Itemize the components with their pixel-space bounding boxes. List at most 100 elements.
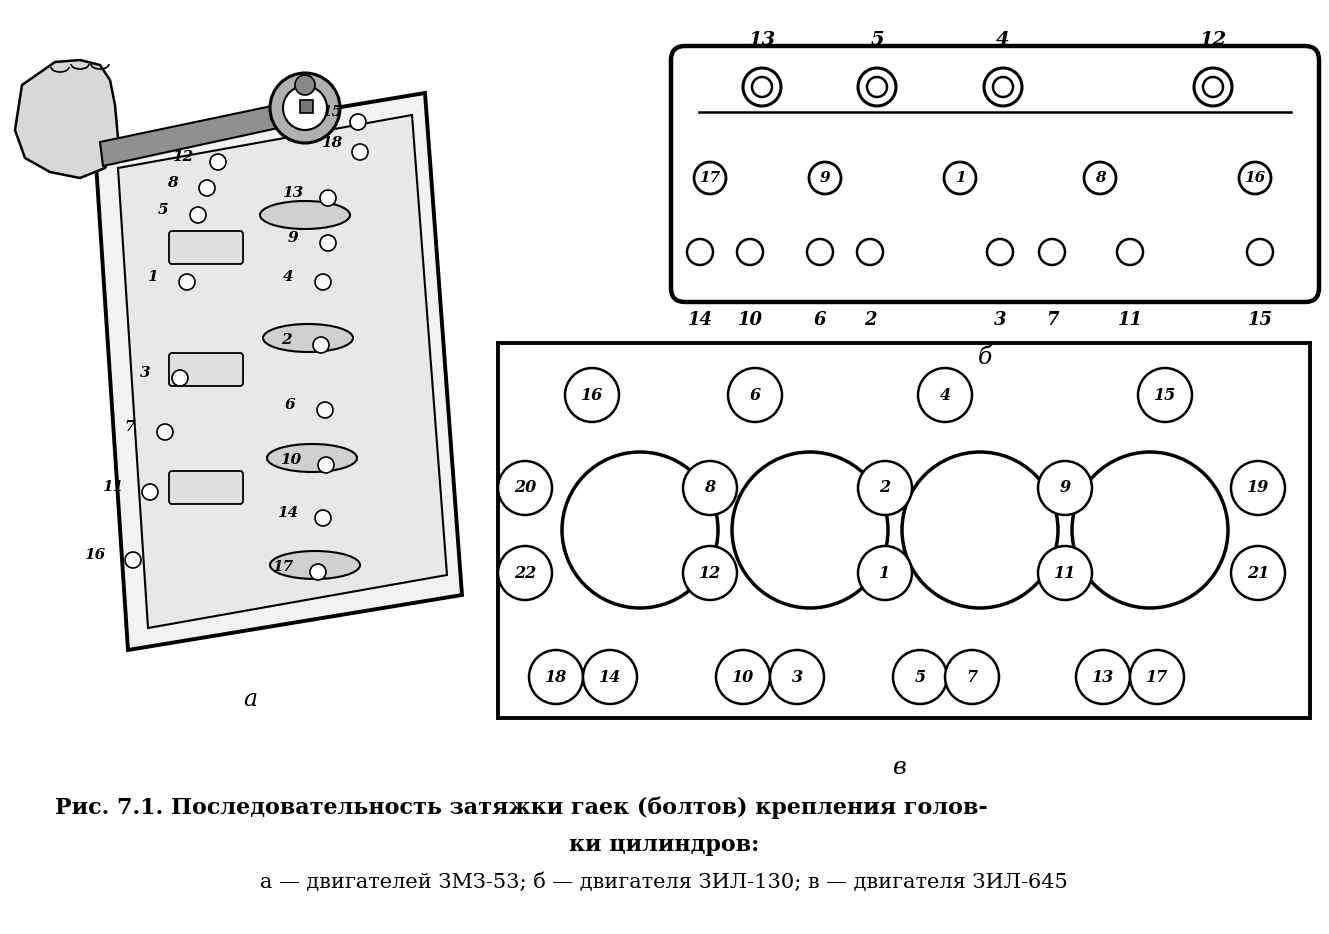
Polygon shape [94, 93, 462, 650]
Text: 6: 6 [813, 311, 827, 329]
Circle shape [1231, 546, 1285, 600]
Text: 9: 9 [287, 231, 298, 245]
Text: 10: 10 [280, 453, 302, 467]
Text: 5: 5 [158, 203, 169, 217]
Circle shape [743, 68, 781, 106]
Circle shape [918, 368, 971, 422]
Text: 9: 9 [820, 171, 831, 185]
Text: 13: 13 [748, 31, 776, 49]
Text: 21: 21 [1247, 564, 1269, 582]
Circle shape [859, 461, 912, 515]
Text: 1: 1 [146, 270, 157, 284]
Text: 12: 12 [1199, 31, 1227, 49]
Text: 5: 5 [870, 31, 884, 49]
Polygon shape [100, 98, 315, 166]
Circle shape [983, 68, 1022, 106]
Text: 2: 2 [864, 311, 876, 329]
Text: 11: 11 [1054, 564, 1076, 582]
Polygon shape [15, 60, 118, 178]
Circle shape [1247, 239, 1273, 265]
Text: 3: 3 [140, 366, 150, 380]
Text: Рис. 7.1. Последовательность затяжки гаек (болтов) крепления голов-: Рис. 7.1. Последовательность затяжки гае… [54, 797, 987, 819]
Circle shape [1193, 68, 1232, 106]
Text: 4: 4 [283, 270, 294, 284]
FancyBboxPatch shape [671, 46, 1318, 302]
Text: в: в [893, 757, 906, 780]
Text: 1: 1 [880, 564, 890, 582]
Circle shape [565, 368, 619, 422]
Text: 14: 14 [278, 506, 299, 520]
Circle shape [945, 650, 999, 704]
Text: 16: 16 [84, 548, 105, 562]
Text: 18: 18 [545, 669, 567, 686]
Circle shape [315, 274, 331, 290]
Circle shape [190, 207, 206, 223]
Text: 17: 17 [1146, 669, 1168, 686]
Circle shape [529, 650, 583, 704]
Circle shape [694, 162, 726, 194]
Text: 7: 7 [1046, 311, 1058, 329]
Text: 6: 6 [284, 398, 295, 412]
Circle shape [1231, 461, 1285, 515]
Text: 14: 14 [687, 311, 712, 329]
Circle shape [1039, 239, 1065, 265]
Text: 14: 14 [599, 669, 621, 686]
Circle shape [210, 154, 226, 170]
Text: 3: 3 [994, 311, 1006, 329]
Circle shape [1138, 368, 1192, 422]
Circle shape [738, 239, 763, 265]
Circle shape [944, 162, 975, 194]
Ellipse shape [260, 201, 350, 229]
Text: 13: 13 [282, 186, 303, 200]
Circle shape [498, 461, 552, 515]
Circle shape [1038, 461, 1092, 515]
Text: а: а [243, 688, 256, 712]
Text: 8: 8 [166, 176, 177, 190]
Circle shape [562, 452, 718, 608]
Text: 19: 19 [1247, 479, 1269, 497]
Circle shape [199, 180, 215, 196]
Text: 20: 20 [514, 479, 536, 497]
Text: 12: 12 [173, 150, 194, 164]
Circle shape [320, 190, 336, 206]
Text: 16: 16 [581, 387, 603, 403]
Text: 2: 2 [880, 479, 890, 497]
Text: 22: 22 [514, 564, 536, 582]
Circle shape [683, 461, 738, 515]
Circle shape [310, 564, 326, 580]
Circle shape [857, 239, 882, 265]
Text: 15: 15 [1154, 387, 1176, 403]
Text: 4: 4 [940, 387, 950, 403]
FancyBboxPatch shape [169, 471, 243, 504]
Circle shape [498, 546, 552, 600]
Circle shape [1084, 162, 1116, 194]
FancyBboxPatch shape [169, 353, 243, 386]
Circle shape [1130, 650, 1184, 704]
Ellipse shape [263, 324, 354, 352]
Text: 17: 17 [272, 560, 294, 574]
Circle shape [809, 162, 841, 194]
Text: 2: 2 [280, 333, 291, 347]
Text: а — двигателей ЗМЗ-53; б — двигателя ЗИЛ-130; в — двигателя ЗИЛ-645: а — двигателей ЗМЗ-53; б — двигателя ЗИЛ… [260, 872, 1069, 892]
Circle shape [728, 368, 781, 422]
Text: 8: 8 [704, 479, 715, 497]
Text: 4: 4 [997, 31, 1010, 49]
Circle shape [125, 552, 141, 568]
Circle shape [179, 274, 195, 290]
Circle shape [893, 650, 948, 704]
Text: 7: 7 [966, 669, 978, 686]
Text: 15: 15 [322, 105, 343, 119]
Text: 16: 16 [1244, 171, 1265, 185]
Text: 9: 9 [1059, 479, 1071, 497]
Circle shape [683, 546, 738, 600]
Circle shape [352, 144, 368, 160]
Circle shape [859, 546, 912, 600]
Circle shape [295, 75, 315, 95]
Circle shape [769, 650, 824, 704]
Circle shape [320, 235, 336, 251]
Circle shape [902, 452, 1058, 608]
Text: 12: 12 [699, 564, 722, 582]
Circle shape [732, 452, 888, 608]
Circle shape [807, 239, 833, 265]
Text: 10: 10 [732, 669, 754, 686]
